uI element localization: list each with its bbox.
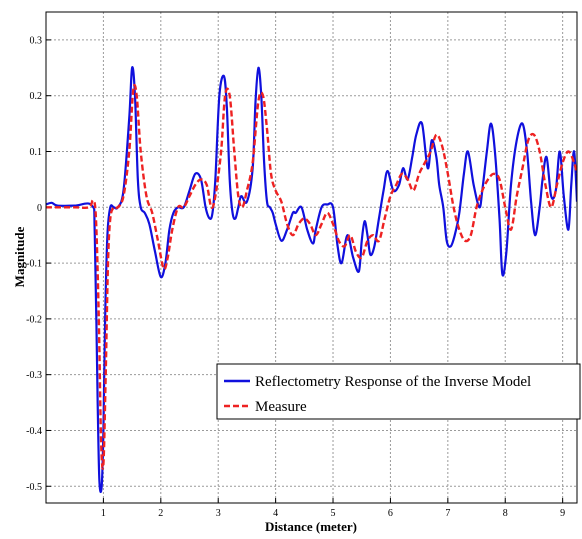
y-tick-label: -0.3 [26, 370, 42, 381]
y-tick-label: -0.5 [26, 482, 42, 493]
legend-box [216, 363, 581, 420]
x-tick-label: 2 [158, 508, 163, 519]
y-tick-label: -0.4 [26, 426, 42, 437]
y-tick-label: 0 [37, 203, 42, 214]
y-tick-label: 0.1 [30, 147, 43, 158]
y-tick-labels: -0.5 -0.4 -0.3 -0.2 -0.1 0 0.1 0.2 0.3 [26, 35, 42, 492]
y-tick-label: 0.3 [30, 35, 43, 46]
x-tick-label: 6 [388, 508, 393, 519]
x-tick-label: 4 [273, 508, 278, 519]
legend-label-measure: Measure [255, 399, 307, 415]
x-tick-label: 5 [331, 508, 336, 519]
plot-area-frame [45, 11, 578, 504]
series-layer [46, 66, 577, 493]
x-tick-label: 8 [503, 508, 508, 519]
series-line-inverse-model [46, 66, 577, 493]
x-tick-label: 3 [216, 508, 221, 519]
y-tick-label: -0.1 [26, 259, 42, 270]
x-tick-labels: 1 2 3 4 5 6 7 8 9 [101, 508, 565, 519]
y-tick-label: -0.2 [26, 314, 42, 325]
x-tick-label: 1 [101, 508, 106, 519]
y-axis-label: Magnitude [12, 226, 27, 287]
x-axis-label: Distance (meter) [265, 519, 357, 534]
legend-label-inverse-model: Reflectometry Response of the Inverse Mo… [255, 374, 531, 390]
legend: Reflectometry Response of the Inverse Mo… [216, 363, 581, 420]
x-tick-label: 7 [445, 508, 450, 519]
x-tick-label: 9 [560, 508, 565, 519]
y-tick-label: 0.2 [30, 91, 43, 102]
